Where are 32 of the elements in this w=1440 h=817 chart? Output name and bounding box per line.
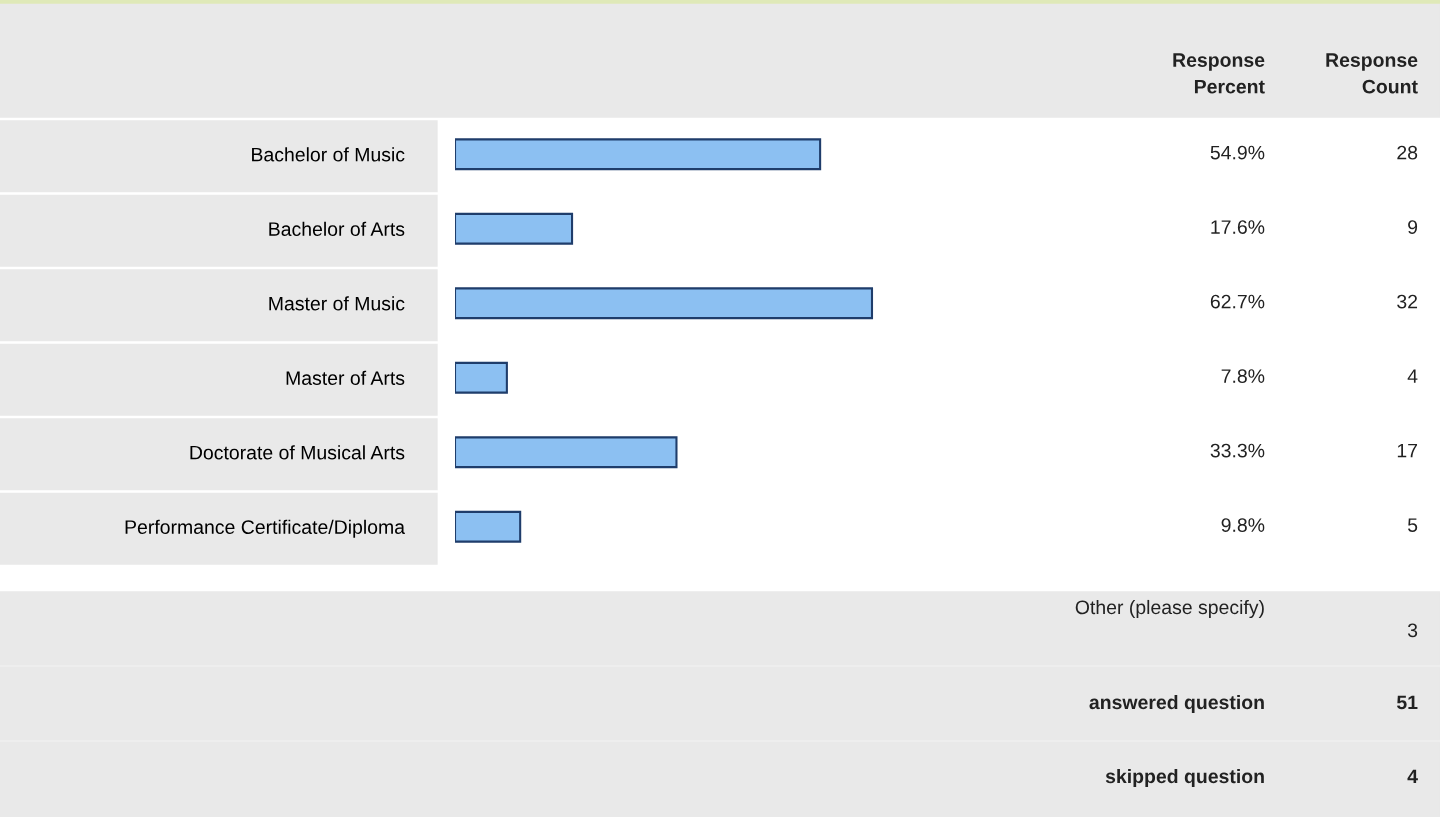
data-label: 17.6% bbox=[1211, 220, 1265, 234]
text: answered question bbox=[1089, 694, 1264, 714]
data-label: 54.9% bbox=[1210, 145, 1265, 160]
bar bbox=[455, 138, 822, 171]
text: 3 bbox=[1407, 623, 1418, 638]
text: Other (please specify) bbox=[1075, 599, 1264, 619]
text: Response Count bbox=[1326, 53, 1418, 94]
text: skipped question bbox=[1105, 768, 1264, 788]
text: Response Percent bbox=[1173, 53, 1265, 94]
bar bbox=[455, 361, 508, 394]
text: 32 bbox=[1397, 294, 1418, 309]
y-tick-label: Doctorate of Musical Arts bbox=[190, 445, 405, 460]
y-tick-label: Bachelor of Music bbox=[252, 147, 405, 162]
data-label: 9.8% bbox=[1221, 518, 1265, 532]
text: 28 bbox=[1397, 145, 1418, 160]
bar bbox=[455, 212, 574, 245]
text: 51 bbox=[1396, 695, 1418, 710]
data-label: 7.8% bbox=[1221, 369, 1265, 383]
y-tick-label: Bachelor of Arts bbox=[269, 221, 405, 236]
bar bbox=[455, 436, 678, 469]
text: 5 bbox=[1407, 518, 1418, 532]
data-label: 33.3% bbox=[1210, 443, 1265, 458]
y-tick-label: Master of Music bbox=[269, 296, 405, 311]
text: 4 bbox=[1407, 769, 1418, 784]
text: 4 bbox=[1407, 369, 1418, 383]
y-tick-label: Master of Arts bbox=[286, 370, 405, 385]
text: 9 bbox=[1408, 220, 1418, 234]
y-tick-label: Performance Certificate/Diploma bbox=[125, 519, 406, 538]
bar bbox=[455, 510, 522, 543]
data-label: 62.7% bbox=[1210, 294, 1265, 309]
bar bbox=[455, 287, 874, 320]
text: 17 bbox=[1397, 443, 1418, 458]
